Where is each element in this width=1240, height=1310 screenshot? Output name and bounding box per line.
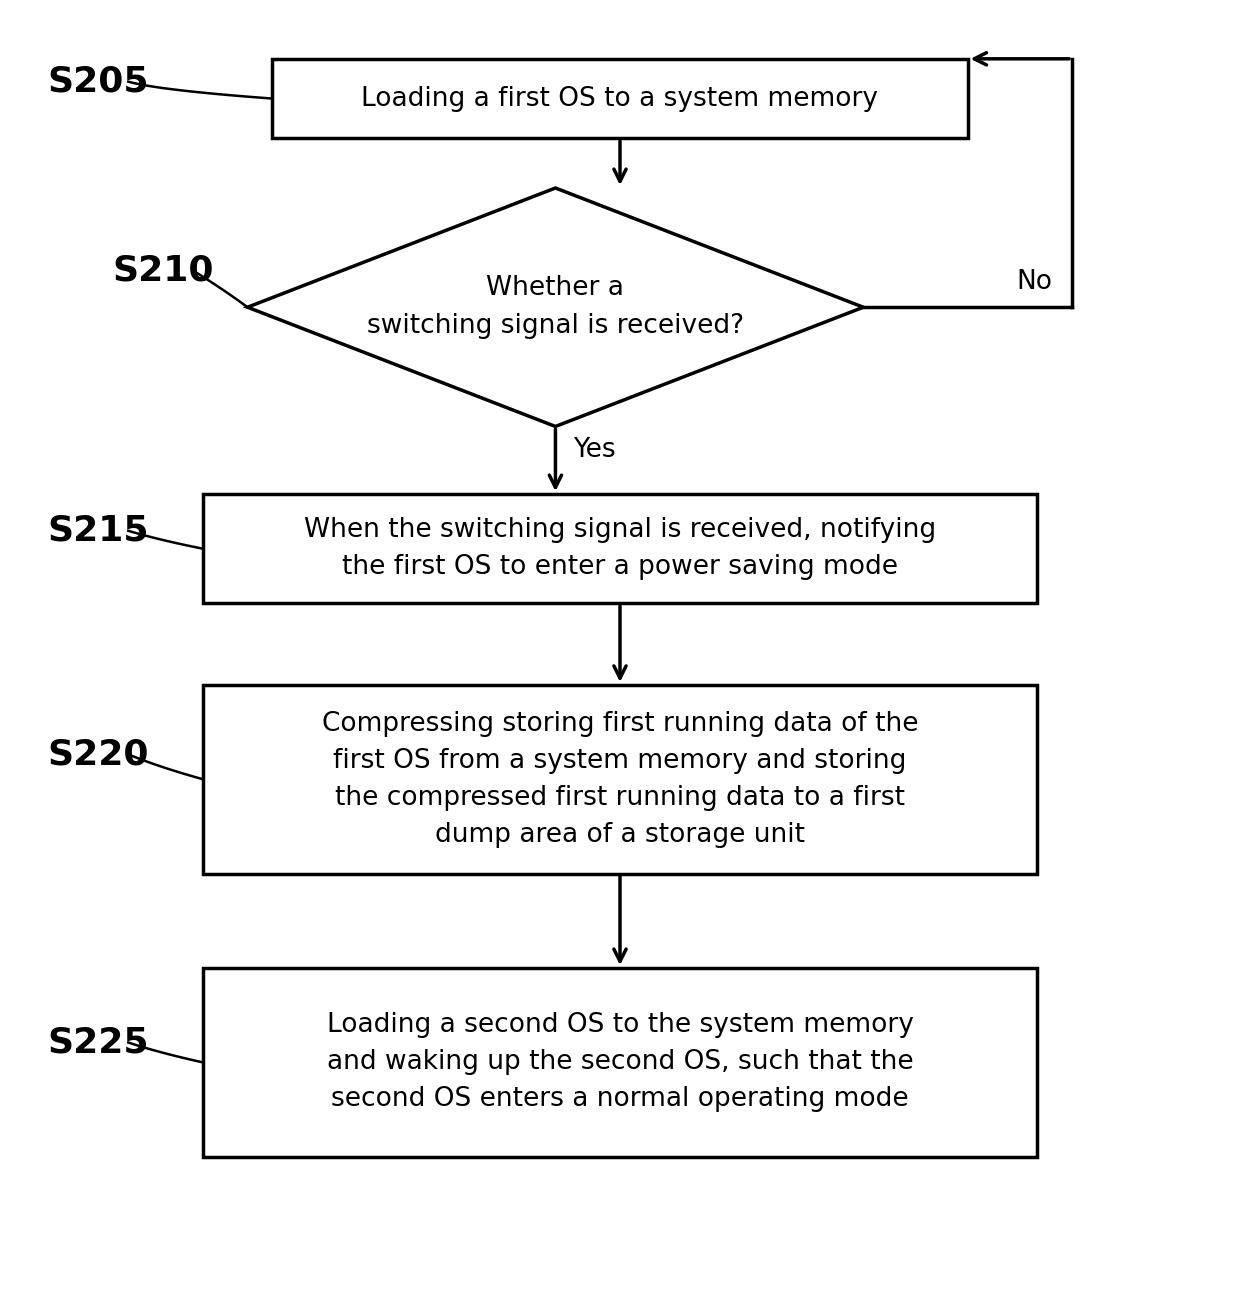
- Text: No: No: [1016, 270, 1052, 295]
- Bar: [203, 685, 1037, 874]
- Text: Whether a
switching signal is received?: Whether a switching signal is received?: [367, 275, 744, 339]
- Text: Loading a second OS to the system memory
and waking up the second OS, such that : Loading a second OS to the system memory…: [326, 1013, 914, 1112]
- Text: S210: S210: [113, 253, 213, 287]
- Text: S225: S225: [48, 1026, 149, 1060]
- Text: Compressing storing first running data of the
first OS from a system memory and : Compressing storing first running data o…: [321, 711, 919, 848]
- Text: Loading a first OS to a system memory: Loading a first OS to a system memory: [362, 85, 878, 111]
- Text: S215: S215: [48, 514, 149, 548]
- Text: S220: S220: [48, 738, 149, 772]
- Bar: [273, 59, 967, 139]
- Text: Yes: Yes: [573, 438, 616, 464]
- Polygon shape: [248, 189, 863, 427]
- Text: S205: S205: [48, 64, 149, 98]
- Bar: [203, 968, 1037, 1157]
- Bar: [203, 494, 1037, 604]
- Text: When the switching signal is received, notifying
the first OS to enter a power s: When the switching signal is received, n…: [304, 517, 936, 580]
